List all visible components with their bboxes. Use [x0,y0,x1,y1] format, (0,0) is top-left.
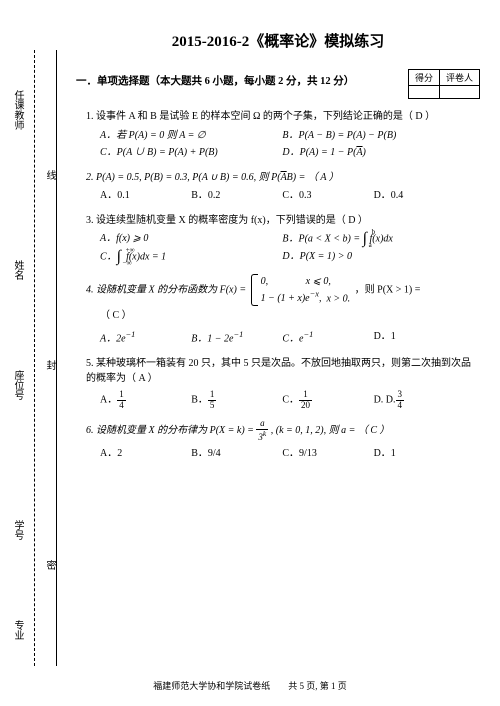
q3-stem: 3. 设连续型随机变量 X 的概率密度为 f(x)，下列错误的是（ D ） [86,213,480,229]
q3-opt-d: D．P(X = 1) > 0 [282,248,464,266]
q1-stem: 1. 设事件 A 和 B 是试验 E 的样本空间 Ω 的两个子集，下列结论正确的… [86,109,480,125]
q6-stem: 6. 设随机变量 X 的分布律为 P(X = k) = a 3k , (k = … [86,419,480,443]
page-footer: 福建师范大学协和学院试卷纸 共 5 页, 第 1 页 [0,679,500,692]
question-3: 3. 设连续型随机变量 X 的概率密度为 f(x)，下列错误的是（ D ） A．… [86,213,480,267]
q6-opt-c: C．9/13 [282,445,373,463]
question-1: 1. 设事件 A 和 B 是试验 E 的样本空间 Ω 的两个子集，下列结论正确的… [86,109,480,162]
section-1-heading: 一．单项选择题（本大题共 6 小题，每小题 2 分，共 12 分） [76,69,354,88]
q1-opt-c: C．P(A ∪ B) = P(A) + P(B) [100,144,282,162]
score-header: 得分 [408,70,439,86]
q4-opt-b: B．1 − 2e−1 [191,328,282,348]
q4-opt-d: D．1 [374,328,465,348]
q5-stem: 5. 某种玻璃杯一箱装有 20 只，其中 5 只是次品。不放回地抽取两只，则第二… [86,356,480,387]
q2-stem: 2. P(A) = 0.5, P(B) = 0.3, P(A ∪ B) = 0.… [86,170,480,186]
score-cell [408,86,439,99]
q2-opt-d: D．0.4 [374,187,465,205]
q1-opt-a: A．若 P(A) = 0 则 A = ∅ [100,127,282,145]
main-content: 2015-2016-2《概率论》模拟练习 一．单项选择题（本大题共 6 小题，每… [76,30,480,676]
q1-opt-b: B．P(A − B) = P(A) − P(B) [282,127,464,145]
question-5: 5. 某种玻璃杯一箱装有 20 只，其中 5 只是次品。不放回地抽取两只，则第二… [86,356,480,412]
q4-row2: 1 − (1 + x)e−x, [261,293,322,304]
q4-opt-a: A．2e−1 [100,328,191,348]
q5-opt-c: C．120 [282,389,373,412]
q6-opt-a: A．2 [100,445,191,463]
q4-tail: （ C ） [86,308,480,324]
q6-frac-d: 3k [256,430,268,443]
question-4: 4. 设随机变量 X 的分布函数为 F(x) = 0, x ⩽ 0, 1 − (… [86,274,480,348]
binding-margin: 任课教师 姓名 座位号 学号 专业 线 封 密 [0,0,70,706]
question-6: 6. 设随机变量 X 的分布律为 P(X = k) = a 3k , (k = … [86,419,480,462]
label-feng: 封 [42,360,57,370]
q4-stem: 4. 设随机变量 X 的分布函数为 F(x) = 0, x ⩽ 0, 1 − (… [86,274,480,306]
q3-opt-c: C．∫+∞−∞ f(x)dx = 1 [100,248,282,266]
section-header-row: 一．单项选择题（本大题共 6 小题，每小题 2 分，共 12 分） 得分 评卷人 [76,69,480,99]
integral-icon: ∫ba [363,231,367,247]
q4-opt-c: C．e−1 [282,328,373,348]
label-teacher: 任课教师 [10,90,25,130]
q5-opt-a: A．14 [100,389,191,412]
solid-binding-line [56,50,57,666]
dashed-binding-line [34,50,35,666]
question-2: 2. P(A) = 0.5, P(B) = 0.3, P(A ∪ B) = 0.… [86,170,480,205]
grader-cell [439,86,479,99]
q6-opt-d: D．1 [374,445,465,463]
q5-opt-d: D. D.34 [374,389,465,412]
q2-opt-a: A．0.1 [100,187,191,205]
label-seat: 座位号 [10,370,25,400]
q1-opt-d: D．P(A) = 1 − P(A) [282,144,464,162]
grader-header: 评卷人 [439,70,479,86]
label-xian: 线 [42,170,57,180]
q5-opt-b: B．15 [191,389,282,412]
page-title: 2015-2016-2《概率论》模拟练习 [76,30,480,51]
q6-opt-b: B．9/4 [191,445,282,463]
q2-opt-b: B．0.2 [191,187,282,205]
label-mi: 密 [42,560,57,570]
label-major: 专业 [10,620,25,640]
q3-opt-b: B．P(a < X < b) = ∫ba f(x)dx [282,230,464,248]
q6-frac: a 3k [256,419,268,443]
score-grader-table: 得分 评卷人 [408,69,480,99]
q2-opt-c: C．0.3 [282,187,373,205]
piecewise-brace: 0, x ⩽ 0, 1 − (1 + x)e−x, x > 0. [251,274,351,306]
label-name: 姓名 [10,260,25,280]
label-id: 学号 [10,520,25,540]
integral-icon: ∫+∞−∞ [117,249,121,265]
